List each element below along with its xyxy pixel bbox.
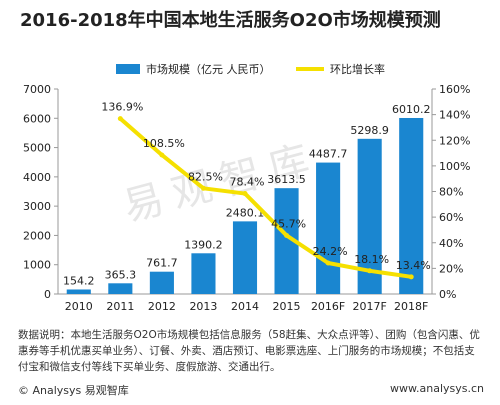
growth-value-label: 78.4% — [230, 176, 265, 189]
y-right-tick-label: 80% — [439, 186, 463, 199]
bar-value-label: 4487.7 — [309, 148, 348, 161]
growth-value-label: 45.7% — [271, 217, 306, 230]
footer-url: www.analysys.cn — [390, 382, 484, 395]
data-note: 数据说明：本地生活服务O2O市场规模包括信息服务（58赶集、大众点评等）、团购（… — [18, 329, 480, 373]
legend-bar-swatch — [116, 64, 140, 74]
y-left-tick-label: 5000 — [23, 142, 51, 155]
x-tick-label: 2018F — [394, 300, 428, 313]
y-left-tick-label: 1000 — [23, 259, 51, 272]
y-left-tick-label: 4000 — [23, 171, 51, 184]
y-left-tick-label: 7000 — [23, 83, 51, 96]
x-tick-label: 2017F — [353, 300, 387, 313]
bar — [191, 253, 216, 294]
y-right-tick-label: 120% — [439, 134, 470, 147]
y-left-tick-label: 6000 — [23, 112, 51, 125]
bar-value-label: 1390.2 — [184, 238, 223, 251]
growth-value-label: 82.5% — [188, 170, 223, 183]
legend-bar-label: 市场规模（亿元 人民币） — [146, 62, 271, 76]
y-right-tick-label: 0% — [439, 288, 456, 301]
bar-value-label: 6010.2 — [392, 103, 431, 116]
x-tick-label: 2010 — [65, 300, 93, 313]
growth-value-label: 13.4% — [396, 259, 431, 272]
growth-value-label: 18.1% — [354, 253, 389, 266]
growth-point — [242, 191, 248, 197]
x-tick-label: 2016F — [311, 300, 345, 313]
bar — [66, 289, 91, 294]
y-right-tick-label: 140% — [439, 109, 470, 122]
y-right-tick-label: 60% — [439, 211, 463, 224]
y-right-tick-label: 100% — [439, 160, 470, 173]
bar — [149, 271, 174, 294]
x-tick-label: 2014 — [231, 300, 259, 313]
growth-point — [284, 232, 290, 238]
bar-value-label: 365.3 — [105, 268, 137, 281]
footer-copyright: © Analysys 易观智库 — [18, 384, 129, 397]
chart-svg: 0 1000 2000 3000 4000 5000 6000 7000 0% 20% 40% 60%… — [23, 62, 470, 313]
x-tick-label: 2012 — [148, 300, 176, 313]
x-tick-label: 2015 — [273, 300, 301, 313]
y-left-tick-label: 3000 — [23, 200, 51, 213]
y-right-tick-label: 40% — [439, 237, 463, 250]
growth-value-label: 108.5% — [143, 137, 185, 150]
growth-point — [200, 185, 206, 191]
footer: © Analysys 易观智库 www.analysys.cn — [18, 382, 484, 400]
y-left-tick-label: 2000 — [23, 229, 51, 242]
y-left-tick-label: 0 — [44, 288, 51, 301]
growth-line — [119, 117, 412, 279]
y-right-tick-label: 20% — [439, 262, 463, 275]
growth-value-label: 136.9% — [101, 101, 143, 114]
bar-value-label: 154.2 — [63, 274, 95, 287]
x-tick-label: 2013 — [189, 300, 217, 313]
chart-title: 2016-2018年中国本地生活服务O2O市场规模预测 — [20, 10, 441, 31]
growth-point — [325, 260, 331, 266]
bar — [108, 283, 133, 294]
bar-value-label: 3613.5 — [267, 173, 306, 186]
legend-line-label: 环比增长率 — [330, 62, 385, 76]
growth-point — [408, 274, 414, 280]
bar — [316, 162, 341, 294]
bar-value-label: 761.7 — [146, 257, 178, 270]
bar-value-label: 5298.9 — [350, 124, 389, 137]
growth-point — [367, 268, 373, 274]
growth-point — [159, 152, 165, 158]
bar-value-label: 2480.1 — [226, 206, 265, 219]
growth-value-label: 24.2% — [313, 245, 348, 258]
growth-point — [117, 116, 123, 122]
y-right-tick-label: 160% — [439, 83, 470, 96]
x-tick-label: 2011 — [106, 300, 134, 313]
bar — [232, 221, 258, 294]
bar — [399, 117, 424, 294]
